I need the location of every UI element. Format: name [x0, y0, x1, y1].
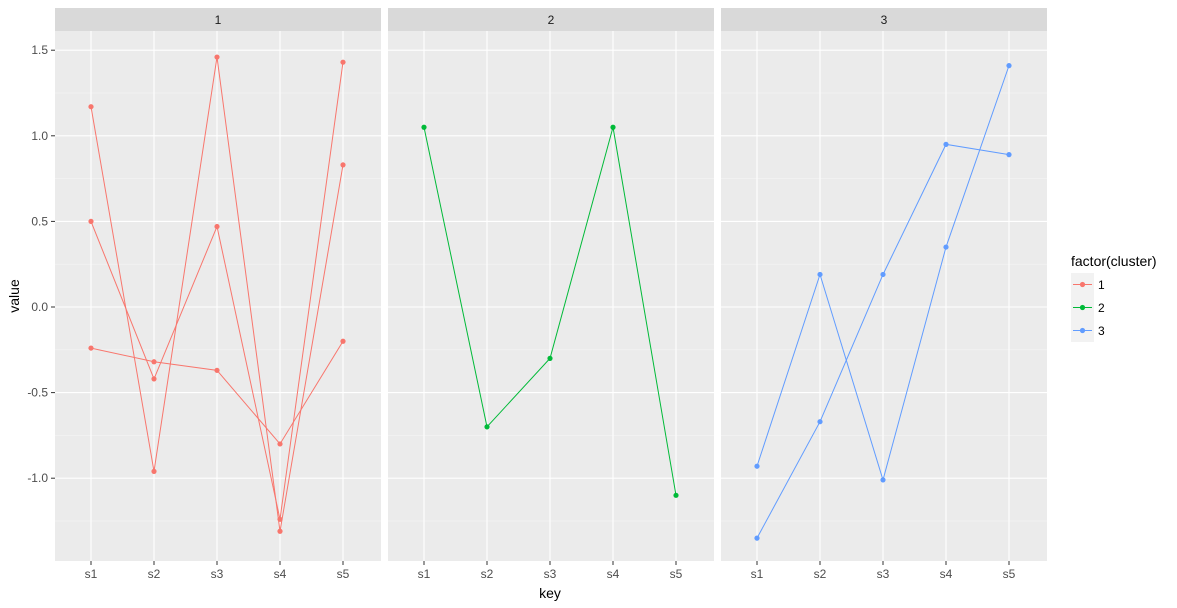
data-point: [214, 223, 220, 230]
facet-strip: [55, 8, 381, 31]
facet-strip-label: 3: [881, 13, 888, 27]
y-tick-label: 0.0: [31, 300, 48, 314]
data-point: [610, 124, 616, 130]
legend-key-point: [1079, 304, 1086, 311]
x-tick-label: s1: [418, 567, 431, 581]
x-axis-title: key: [539, 585, 561, 601]
data-point: [547, 355, 553, 361]
x-tick-label: s4: [940, 567, 953, 581]
y-tick-label: 1.5: [31, 43, 48, 57]
x-tick-label: s5: [1003, 567, 1016, 581]
data-point: [214, 54, 220, 60]
data-point: [817, 419, 823, 425]
legend-label: 1: [1098, 278, 1105, 292]
data-point: [88, 218, 94, 224]
data-point: [340, 59, 346, 65]
facet-strip: [721, 8, 1047, 31]
data-point: [277, 516, 283, 522]
data-point: [484, 424, 490, 430]
data-point: [1006, 152, 1012, 158]
x-tick-label: s2: [481, 567, 494, 581]
data-point: [880, 477, 886, 483]
legend-key-1: [1071, 273, 1094, 296]
x-tick-label: s2: [814, 567, 827, 581]
x-tick-label: s5: [670, 567, 683, 581]
data-point: [340, 162, 346, 168]
data-point: [88, 104, 94, 110]
legend-key-2: [1071, 296, 1094, 319]
facet-panel-1: 1 s1 s2 s3 s4 s5: [55, 8, 381, 581]
facet-strip-label: 2: [548, 13, 555, 27]
y-axis-title: value: [6, 279, 22, 313]
data-point: [1006, 63, 1012, 69]
y-axis: 1.5 1.0 0.5 0.0 -0.5 -1.0: [27, 43, 55, 485]
facet-panel-2: 2 s1 s2 s3 s4 s5: [388, 8, 714, 581]
legend-label: 3: [1098, 324, 1105, 338]
panel-background: [721, 31, 1047, 561]
data-point: [277, 441, 283, 447]
facet-strip-label: 1: [215, 13, 222, 27]
data-point: [151, 376, 157, 382]
y-tick-label: -1.0: [27, 471, 48, 485]
y-tick-label: 0.5: [31, 214, 48, 228]
legend-key-point: [1079, 327, 1086, 334]
data-point: [673, 492, 679, 498]
data-point: [340, 338, 346, 344]
facet-panels: 1 s1 s2 s3 s4 s5 2 s1 s2 s3 s4 s5 3 s1 s2 s3 s4 s5: [55, 8, 1047, 581]
panel-background: [388, 31, 714, 561]
x-tick-label: s5: [337, 567, 350, 581]
y-tick-label: -0.5: [27, 386, 48, 400]
x-tick-label: s4: [274, 567, 287, 581]
facet-strip: [388, 8, 714, 31]
y-tick-label: 1.0: [31, 129, 48, 143]
data-point: [943, 244, 949, 250]
x-tick-label: s1: [85, 567, 98, 581]
panel-background: [55, 31, 381, 561]
data-point: [151, 359, 157, 365]
data-point: [214, 367, 220, 373]
x-tick-label: s3: [877, 567, 890, 581]
data-point: [817, 271, 823, 278]
data-point: [754, 535, 760, 541]
data-point: [754, 463, 760, 469]
x-tick-label: s2: [148, 567, 161, 581]
x-tick-label: s1: [751, 567, 764, 581]
x-tick-label: s3: [211, 567, 224, 581]
x-tick-label: s4: [607, 567, 620, 581]
legend: factor(cluster) 1 2 3: [1071, 253, 1157, 342]
data-point: [151, 468, 157, 474]
data-point: [943, 141, 949, 147]
legend-key-3: [1071, 319, 1094, 342]
data-point: [421, 124, 427, 130]
legend-key-point: [1079, 281, 1086, 288]
legend-title: factor(cluster): [1071, 253, 1157, 269]
x-tick-label: s3: [544, 567, 557, 581]
data-point: [880, 271, 886, 278]
data-point: [88, 345, 94, 351]
legend-label: 2: [1098, 301, 1105, 315]
facet-panel-3: 3 s1 s2 s3 s4 s5: [721, 8, 1047, 581]
data-point: [277, 528, 283, 534]
